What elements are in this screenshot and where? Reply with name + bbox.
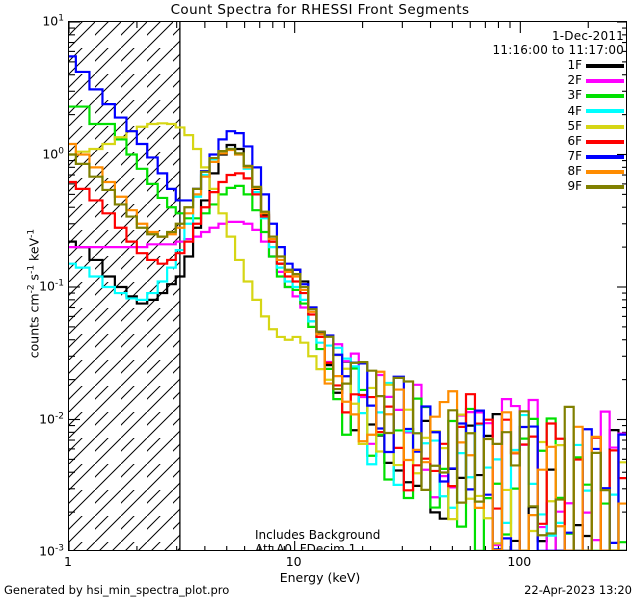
footer-generated-by: Generated by hsi_min_spectra_plot.pro [4, 583, 230, 597]
y-tick-label: 10-3 [39, 543, 64, 559]
legend-color-swatch [586, 109, 624, 114]
legend-item-8f: 8F [493, 165, 624, 180]
legend-item-label: 5F [567, 118, 582, 133]
legend-item-3f: 3F [493, 89, 624, 104]
page-title: Count Spectra for RHESSI Front Segments [170, 2, 470, 18]
annotation-line-2: Att A0, FDecim 1 [255, 542, 357, 551]
footer-timestamp: 22-Apr-2023 13:20 [524, 583, 632, 597]
legend-item-label: 9F [567, 179, 582, 194]
annotation-line-1: Includes Background [255, 528, 381, 542]
legend-item-label: 7F [567, 149, 582, 164]
x-tick-label: 1 [64, 554, 72, 569]
legend-item-9f: 9F [493, 180, 624, 195]
legend-color-swatch [586, 94, 624, 99]
legend-item-label: 6F [567, 133, 582, 148]
y-tick-label: 101 [42, 13, 64, 29]
legend-item-label: 3F [567, 88, 582, 103]
legend-item-1f: 1F [493, 58, 624, 73]
legend-color-swatch [586, 185, 624, 190]
legend-color-swatch [586, 124, 624, 129]
legend-item-4f: 4F [493, 104, 624, 119]
spectra-canvas [69, 22, 626, 550]
y-axis-title: counts cm-2 s-1 keV-1 [26, 228, 42, 359]
legend-item-label: 4F [567, 103, 582, 118]
y-tick-label: 10-1 [39, 278, 64, 294]
legend-item-5f: 5F [493, 119, 624, 134]
legend-color-swatch [586, 170, 624, 175]
legend-date: 1-Dec-2011 [551, 29, 624, 43]
legend-item-label: 8F [567, 164, 582, 179]
y-tick-label: 10-2 [39, 410, 64, 427]
legend-time-range: 11:16:00 to 11:17:00 [492, 42, 624, 57]
legend-color-swatch [586, 78, 624, 83]
legend-item-7f: 7F [493, 149, 624, 164]
spectrum-line-9f [69, 147, 626, 550]
legend-color-swatch [586, 139, 624, 144]
x-tick-label: 10 [285, 554, 302, 569]
legend: 1-Dec-2011 11:16:00 to 11:17:00 1F 2F 3F 4F… [492, 29, 624, 195]
legend-item-2f: 2F [493, 73, 624, 88]
y-axis-tick-labels: 101 100 10-1 10-2 10-3 [0, 0, 64, 600]
spectrum-line-8f [69, 142, 626, 550]
legend-item-6f: 6F [493, 134, 624, 149]
x-axis-title: Energy (keV) [279, 570, 361, 585]
spectra-series-group [69, 55, 626, 550]
legend-item-label: 2F [567, 73, 582, 88]
legend-color-swatch [586, 63, 624, 68]
plot-annotation: Includes Background Att A0, FDecim 1 [255, 528, 381, 551]
legend-item-label: 1F [567, 57, 582, 72]
plot-area: Includes Background Att A0, FDecim 1 [68, 21, 627, 551]
legend-color-swatch [586, 154, 624, 159]
y-tick-label: 100 [42, 145, 64, 162]
x-tick-label: 100 [507, 554, 532, 569]
legend-entries: 1F 2F 3F 4F 5F 6F 7F 8F 9F [493, 58, 624, 195]
